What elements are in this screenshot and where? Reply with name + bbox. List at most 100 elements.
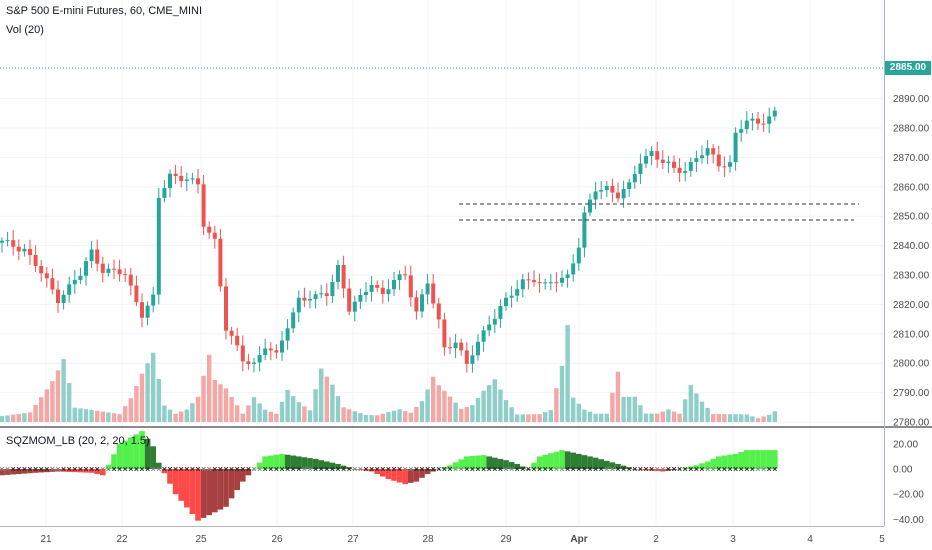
momentum-bar bbox=[77, 469, 84, 473]
indicator-legend[interactable]: SQZMOM_LB (20, 2, 20, 1.5) bbox=[6, 435, 150, 447]
candle-body bbox=[324, 293, 329, 296]
volume-bar bbox=[319, 368, 324, 422]
volume-bar bbox=[0, 416, 5, 422]
momentum-bar bbox=[464, 456, 470, 469]
volume-bar bbox=[688, 385, 693, 422]
squeeze-dot bbox=[223, 466, 229, 472]
time-axis-label: 28 bbox=[422, 534, 434, 545]
time-axis-label: 27 bbox=[347, 534, 359, 545]
momentum-bar bbox=[318, 460, 324, 469]
volume-bar bbox=[403, 411, 408, 422]
candle-body bbox=[476, 341, 480, 356]
squeeze-dot bbox=[688, 466, 693, 472]
volume-bar bbox=[363, 415, 369, 422]
indicator-axis: 20.00 0.00 −20.00 −40.00 bbox=[893, 439, 924, 526]
momentum-bar bbox=[396, 469, 403, 483]
volume-bar bbox=[106, 412, 111, 422]
volume-bar bbox=[100, 411, 105, 422]
candle-body bbox=[481, 330, 486, 342]
volume-bar bbox=[559, 365, 565, 422]
volume-bar bbox=[391, 410, 397, 422]
squeeze-dot bbox=[722, 466, 727, 472]
candle-body bbox=[638, 163, 643, 175]
candle-body bbox=[263, 348, 268, 356]
candle-body bbox=[470, 355, 475, 364]
volume-bar bbox=[576, 403, 581, 422]
squeeze-dot bbox=[655, 466, 660, 472]
squeeze-dot bbox=[61, 466, 66, 472]
candle-body bbox=[369, 284, 374, 292]
volume-bar bbox=[44, 389, 49, 422]
squeeze-dot bbox=[263, 466, 268, 472]
momentum-bar bbox=[139, 431, 145, 469]
momentum-bar bbox=[144, 438, 151, 469]
squeeze-dot bbox=[240, 466, 245, 472]
candle-body bbox=[425, 283, 430, 295]
momentum-bar bbox=[368, 469, 375, 472]
candle-body bbox=[190, 178, 195, 180]
price-axis-label: 2840.00 bbox=[893, 241, 930, 252]
squeeze-dot bbox=[341, 466, 346, 472]
candle-body bbox=[649, 151, 654, 156]
squeeze-dot bbox=[459, 466, 464, 472]
candle-body bbox=[380, 287, 385, 295]
candle-body bbox=[694, 158, 699, 162]
squeeze-dot bbox=[151, 466, 156, 472]
candle-body bbox=[296, 297, 301, 313]
volume-bar bbox=[627, 396, 632, 422]
momentum-bar bbox=[581, 455, 588, 469]
momentum-bar bbox=[279, 453, 285, 469]
squeeze-dot bbox=[111, 466, 117, 472]
time-axis-label: 26 bbox=[271, 534, 283, 545]
candle-body bbox=[117, 269, 122, 275]
price-axis-label: 2820.00 bbox=[893, 300, 930, 311]
squeeze-dot bbox=[772, 466, 777, 472]
momentum-bar bbox=[480, 455, 487, 469]
squeeze-dot bbox=[520, 466, 525, 472]
squeeze-dot bbox=[727, 466, 733, 472]
squeeze-dot bbox=[677, 466, 682, 472]
candle-body bbox=[420, 294, 424, 312]
volume-bar bbox=[22, 413, 27, 422]
momentum-bar bbox=[615, 463, 621, 469]
volume-bar bbox=[313, 389, 318, 422]
candle-body bbox=[436, 303, 441, 320]
momentum-bar bbox=[587, 456, 593, 469]
volume-bar bbox=[167, 409, 173, 422]
price-axis-label: 2870.00 bbox=[893, 153, 930, 164]
volume-legend[interactable]: Vol (20) bbox=[6, 24, 44, 36]
time-axis-label: 29 bbox=[500, 534, 512, 545]
volume-bar bbox=[207, 354, 212, 422]
momentum-bar bbox=[424, 469, 431, 475]
candle-body bbox=[733, 132, 738, 163]
momentum-bar bbox=[150, 446, 156, 469]
volume-bar bbox=[27, 412, 33, 422]
momentum-bar bbox=[128, 437, 134, 469]
candle-body bbox=[16, 246, 21, 252]
squeeze-dot bbox=[503, 466, 509, 472]
volume-bar bbox=[408, 412, 413, 422]
squeeze-dot bbox=[599, 466, 604, 472]
candle-body bbox=[621, 189, 626, 199]
momentum-bar bbox=[716, 456, 722, 469]
candle-body bbox=[201, 184, 206, 227]
candle-body bbox=[285, 328, 290, 341]
price-axis-label: 2880.00 bbox=[893, 124, 930, 135]
momentum-bar bbox=[329, 462, 336, 469]
momentum-bar bbox=[133, 434, 140, 469]
time-axis-label: 3 bbox=[730, 534, 736, 545]
volume-bar bbox=[83, 409, 89, 422]
volume-bar bbox=[593, 413, 598, 422]
momentum-bar bbox=[738, 451, 744, 469]
candle-body bbox=[28, 248, 32, 256]
momentum-bar bbox=[27, 469, 33, 474]
squeeze-dot bbox=[145, 466, 150, 472]
squeeze-dot bbox=[207, 466, 212, 472]
squeeze-dot bbox=[699, 466, 705, 472]
symbol-title[interactable]: S&P 500 E-mini Futures, 60, CME_MINI bbox=[6, 5, 203, 17]
candle-body bbox=[744, 120, 749, 130]
volume-bar bbox=[72, 407, 77, 422]
momentum-bar bbox=[374, 469, 380, 475]
squeeze-dot bbox=[195, 466, 201, 472]
